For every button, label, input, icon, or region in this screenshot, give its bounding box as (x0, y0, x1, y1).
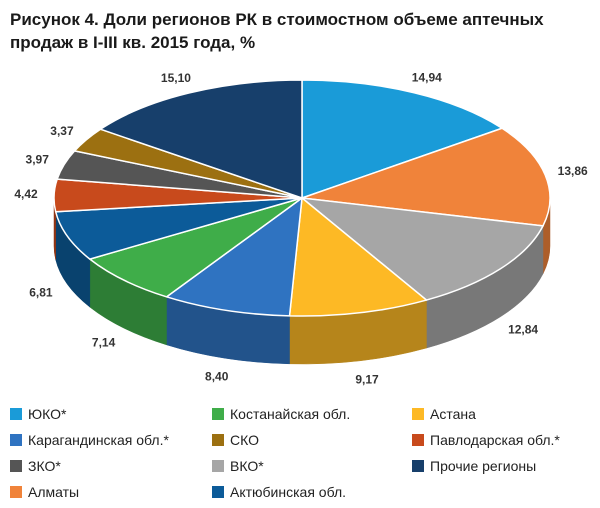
pie-chart: 14,94 13,86 12,84 9,17 8,40 7,14 6,81 4,42 3,973… (14, 71, 588, 387)
legend-label: Астана (430, 406, 476, 422)
legend-swatch (10, 408, 22, 420)
legend-item-вко: ВКО* (212, 455, 264, 477)
slice-костанайская-обл (89, 197, 303, 298)
slice-вко (301, 197, 544, 301)
legend-swatch (212, 434, 224, 446)
legend-swatch (412, 460, 424, 472)
legend-label: Актюбинская обл. (230, 484, 347, 500)
legend-swatch (10, 434, 22, 446)
legend-label: Павлодарская обл.* (430, 432, 560, 448)
data-label-алматы: 13,86 (558, 164, 588, 178)
slice-прочие-регионы (99, 79, 303, 199)
legend-label: Алматы (28, 484, 80, 500)
legend-label: Прочие регионы (430, 458, 537, 474)
legend-item-костанайская-обл: Костанайская обл. (212, 403, 350, 425)
slice-астана (288, 197, 428, 317)
data-label-костанайская-обл: 7,14 (92, 335, 116, 349)
data-label-актюбинская-обл: 6,81 (29, 286, 53, 300)
legend-item-юко: ЮКО* (10, 403, 66, 425)
slice-алматы (301, 127, 551, 227)
legend-swatch (412, 408, 424, 420)
legend: ЮКО* Костанайская обл. Астана Карагандинска… (0, 400, 600, 508)
legend-label: Карагандинская обл.* (28, 432, 169, 448)
data-label-прочие-регионы: 15,10 (161, 71, 191, 85)
slice-юко (301, 79, 503, 199)
legend-item-алматы: Алматы (10, 481, 79, 503)
legend-label: ВКО* (230, 458, 264, 474)
slice-карагандинская-обл (165, 197, 303, 317)
chart-title: Рисунок 4. Доли регионов РК в стоимостно… (10, 10, 544, 52)
legend-swatch (212, 408, 224, 420)
legend-item-зко: ЗКО* (10, 455, 61, 477)
legend-label: СКО (230, 432, 259, 448)
legend-label: ЮКО* (28, 406, 67, 422)
legend-swatch (10, 486, 22, 498)
data-label-юко: 14,94 (412, 71, 442, 85)
data-label-зко: 3,97 (26, 152, 50, 166)
legend-swatch (212, 460, 224, 472)
data-label-ско: 3,37 (50, 124, 74, 138)
legend-swatch (10, 460, 22, 472)
legend-item-карагандинская-обл: Карагандинская обл.* (10, 429, 169, 451)
legend-item-павлодарская-обл: Павлодарская обл.* (412, 429, 560, 451)
data-label-карагандинская-обл: 8,40 (205, 370, 229, 384)
legend-item-прочие-регионы: Прочие регионы (412, 455, 536, 477)
legend-item-астана: Астана (412, 403, 476, 425)
legend-label: Костанайская обл. (230, 406, 351, 422)
data-label-павлодарская-обл: 4,42 (14, 187, 38, 201)
data-label-астана: 9,17 (355, 372, 379, 386)
slice-актюбинская-обл (54, 197, 303, 260)
legend-swatch (412, 434, 424, 446)
legend-item-ско: СКО (212, 429, 259, 451)
data-label-вко: 12,84 (508, 322, 538, 336)
legend-swatch (212, 486, 224, 498)
legend-label: ЗКО* (28, 458, 61, 474)
legend-item-актюбинская-обл: Актюбинская обл. (212, 481, 346, 503)
